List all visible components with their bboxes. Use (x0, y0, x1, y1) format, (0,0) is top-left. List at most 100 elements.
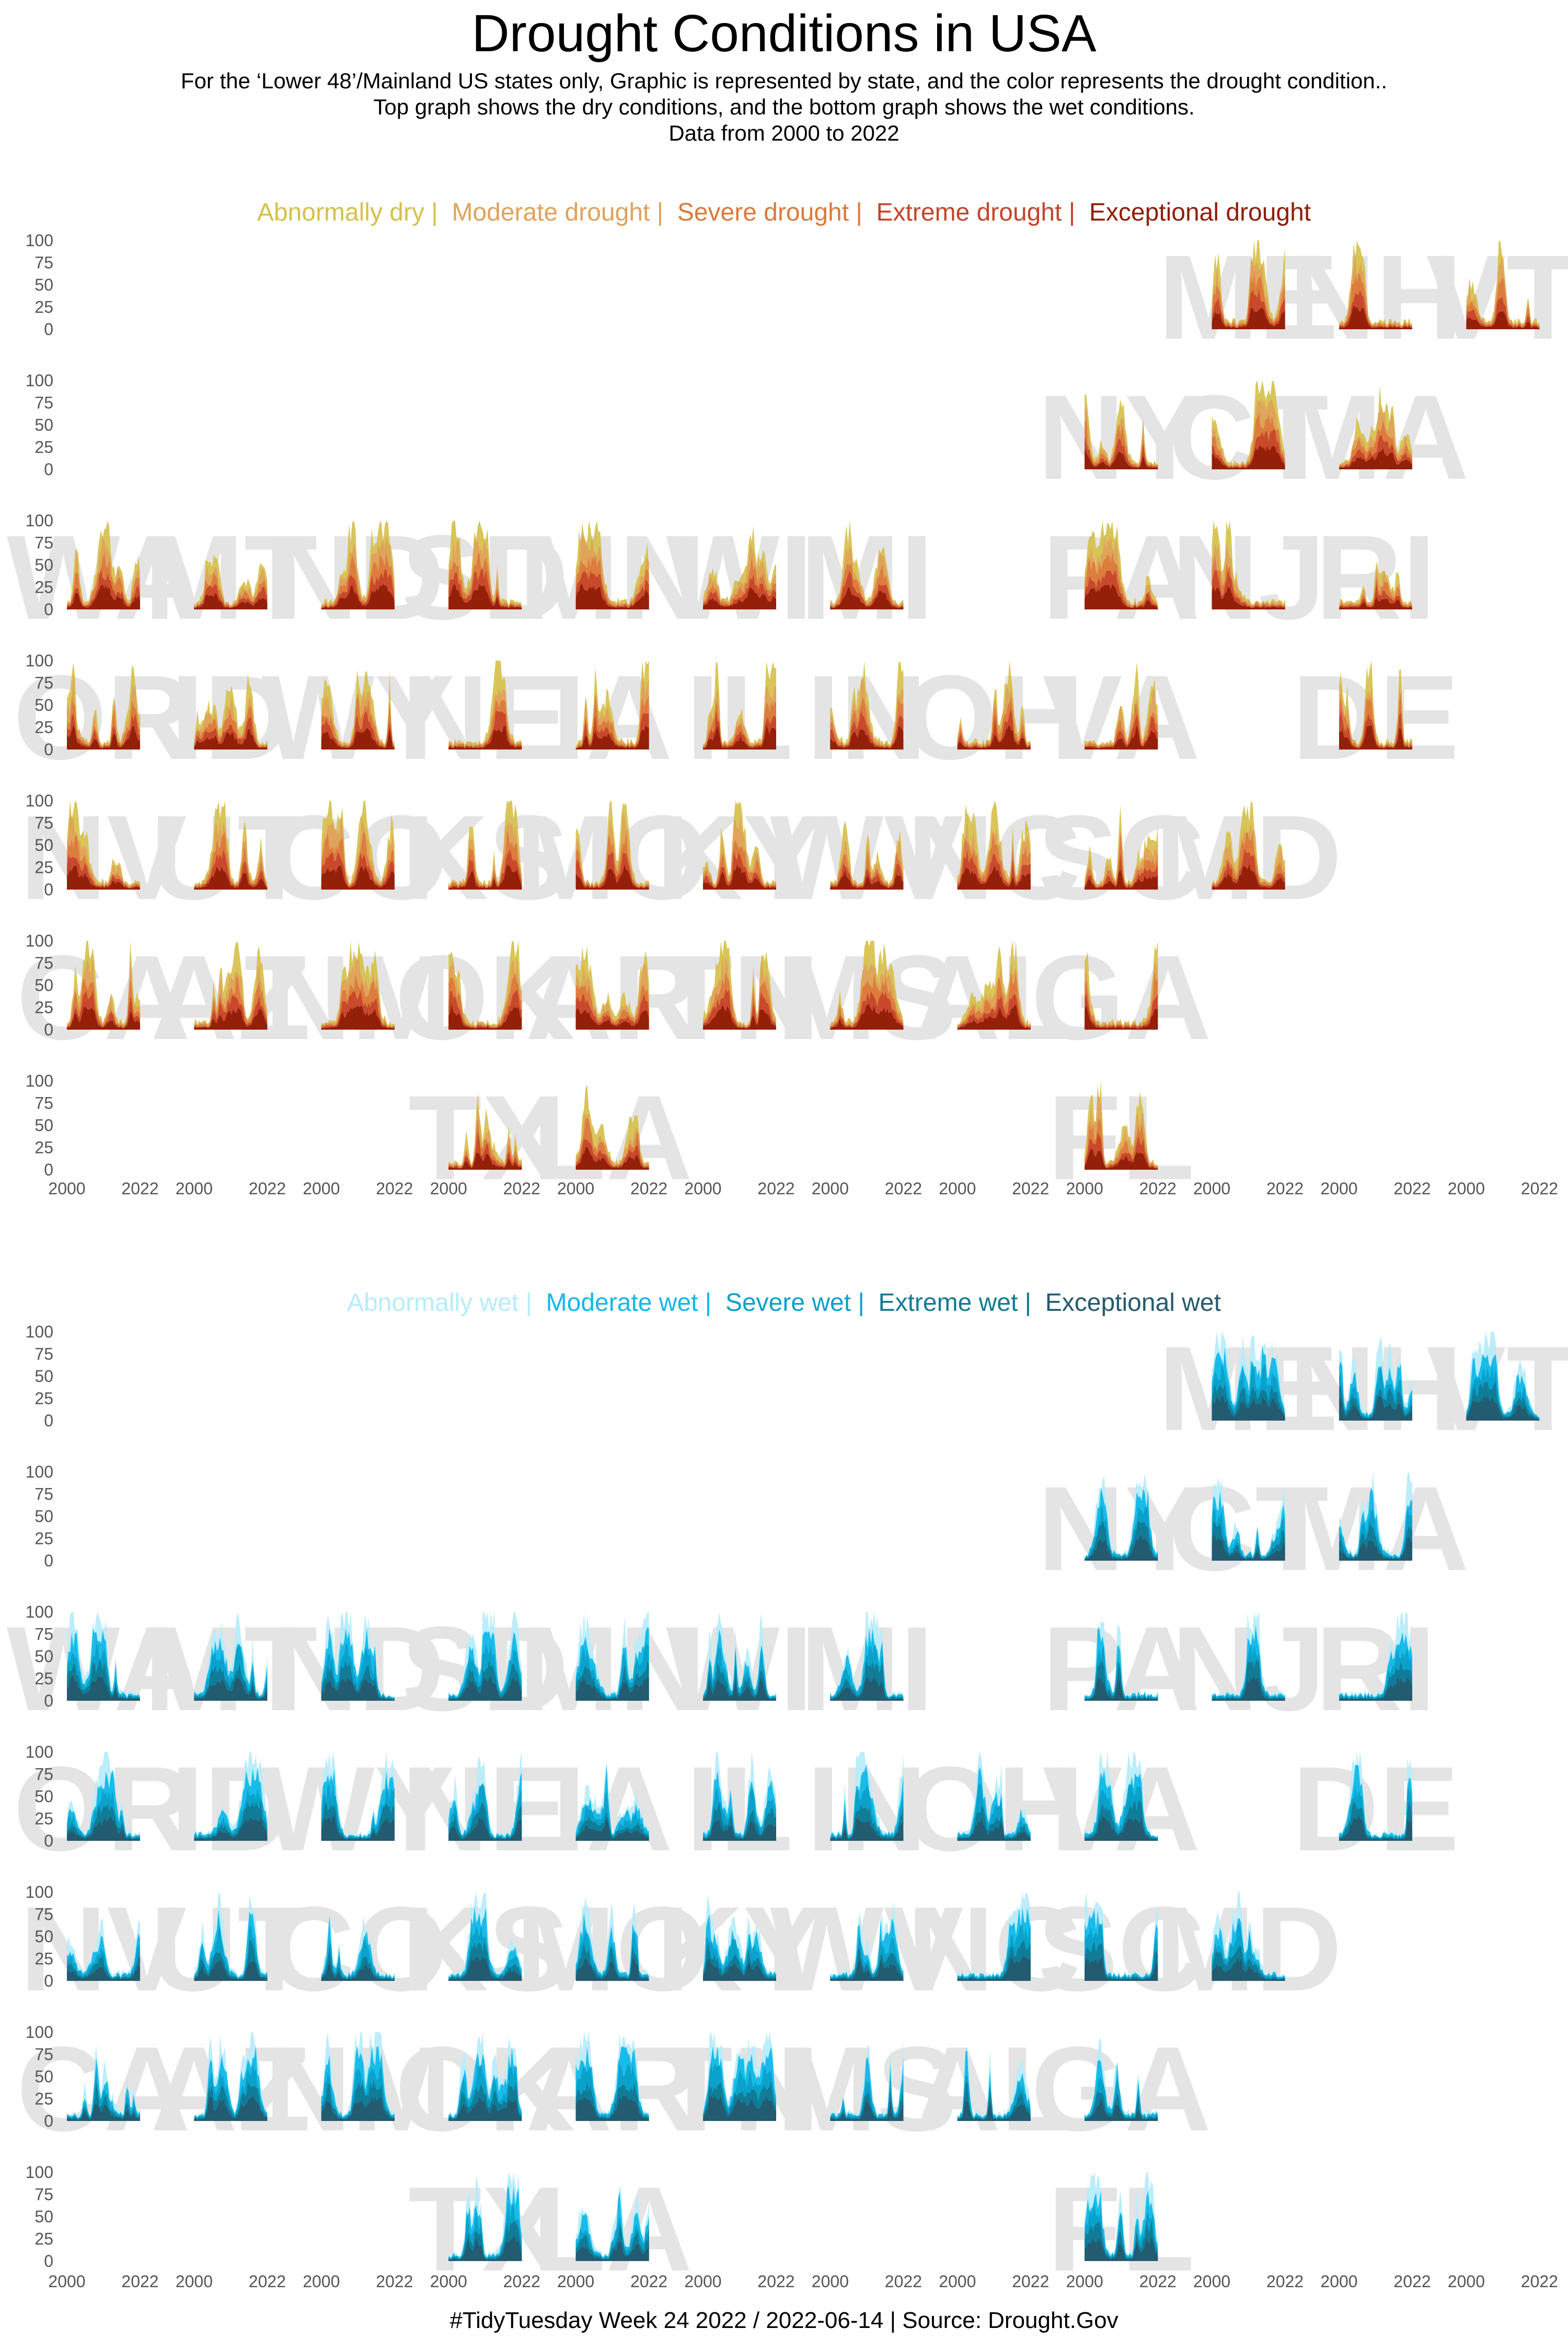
area-layer (448, 2096, 522, 2121)
x-tick-label: 2022 (376, 1179, 413, 1198)
area-layer (830, 2100, 904, 2121)
area-layer (703, 586, 776, 609)
area-layer (1466, 312, 1540, 329)
y-tick-label: 75 (34, 534, 53, 552)
area-layer (321, 584, 395, 609)
state-panel: ID (170, 1742, 291, 1876)
state-panel: MS (777, 2022, 957, 2156)
y-tick-label: 100 (26, 651, 53, 670)
state-watermark: MI (800, 510, 934, 644)
y-tick-label: 100 (26, 931, 53, 950)
state-watermark: MT (144, 1601, 317, 1736)
area-layer (1085, 2236, 1158, 2261)
state-panel: KY (656, 790, 823, 925)
x-tick-label: 2022 (376, 2272, 413, 2291)
state-watermark: GA (1031, 930, 1212, 1065)
area-layer (1085, 1005, 1158, 1030)
y-tick-label: 25 (34, 858, 53, 877)
x-tick-label: 2000 (1320, 2272, 1357, 2291)
y-tick-label: 0 (44, 1971, 53, 1990)
state-watermark: CO (268, 1882, 448, 2016)
chart-caption: #TidyTuesday Week 24 2022 / 2022-06-14 |… (449, 2308, 1119, 2333)
x-tick-label: 2000 (303, 1179, 340, 1198)
area-layer (957, 866, 1031, 890)
y-tick-label: 100 (26, 791, 53, 810)
area-layer (67, 724, 140, 750)
state-panel: ND (271, 1601, 445, 1736)
area-layer (957, 2101, 1031, 2121)
area-layer (957, 2051, 1031, 2121)
x-tick-label: 2022 (1521, 2272, 1558, 2291)
y-tick-label: 50 (34, 1507, 53, 1526)
area-layer (1339, 1537, 1412, 1561)
area-layer (1339, 583, 1412, 609)
area-layer (957, 2047, 1031, 2121)
area-layer (194, 867, 268, 890)
area-layer (321, 1752, 395, 1841)
area-layer (67, 584, 140, 609)
state-watermark: AZ (151, 2022, 311, 2156)
area-layer (448, 1004, 522, 1030)
state-panel: TN (660, 930, 820, 1065)
state-watermark: MN (519, 510, 706, 644)
area-layer (321, 1815, 395, 1841)
y-tick-label: 75 (34, 1485, 53, 1504)
x-tick-label: 2000 (1066, 2272, 1103, 2291)
state-panel: OR (14, 1742, 194, 1876)
x-tick-label: 2022 (885, 1179, 922, 1198)
y-tick-label: 75 (34, 253, 53, 272)
state-panel: MI (800, 1601, 934, 1736)
area-layer (448, 1132, 522, 1170)
y-tick-label: 25 (34, 1809, 53, 1828)
area-layer (321, 1963, 395, 1981)
state-watermark: SC (1037, 1882, 1205, 2016)
x-tick-label: 2022 (1521, 1179, 1558, 1198)
state-panel: OK (395, 2022, 575, 2156)
x-tick-label: 2022 (1393, 2272, 1431, 2291)
area-layer (194, 593, 268, 609)
state-watermark: CT (1168, 1461, 1329, 1596)
x-tick-label: 2000 (303, 2272, 340, 2291)
x-tick-label: 2000 (812, 1179, 849, 1198)
x-tick-label: 2022 (249, 1179, 286, 1198)
area-layer (1085, 832, 1158, 890)
y-tick-label: 50 (34, 1647, 53, 1666)
x-tick-label: 2000 (939, 1179, 976, 1198)
area-layer (1212, 1957, 1285, 1981)
y-tick-label: 0 (44, 2112, 53, 2130)
state-panel: NH (1289, 1321, 1462, 1456)
area-layer (957, 2082, 1031, 2121)
state-panel: UT (151, 790, 311, 925)
state-panel: NC (907, 1882, 1081, 2016)
state-panel: MT (144, 510, 317, 644)
area-layer (1085, 584, 1158, 609)
subtitle-line-2: Top graph shows the dry conditions, and … (373, 95, 1195, 119)
state-panel: IL (686, 650, 793, 785)
state-watermark: AR (525, 930, 699, 1065)
area-layer (1466, 1395, 1540, 1421)
area-layer (448, 973, 522, 1030)
y-tick-label: 0 (44, 2252, 53, 2270)
area-layer (957, 1818, 1031, 1841)
y-tick-label: 0 (44, 1831, 53, 1850)
x-tick-label: 2022 (1012, 2272, 1049, 2291)
state-panel: KY (656, 1882, 823, 2016)
state-panel: NJ (1172, 1601, 1325, 1736)
state-watermark: AR (525, 2022, 699, 2156)
state-panel: SD (401, 1601, 569, 1736)
legend-item: Exceptional drought (1089, 199, 1311, 226)
subtitle-line-3: Data from 2000 to 2022 (668, 121, 900, 145)
state-panel: NC (907, 790, 1081, 925)
y-tick-label: 25 (34, 438, 53, 457)
state-watermark: MN (519, 1601, 706, 1736)
state-watermark: KS (401, 790, 569, 925)
area-layer (321, 1677, 395, 1701)
state-panel: MT (144, 1601, 317, 1736)
state-panel: ME (1158, 1321, 1339, 1456)
state-watermark: CT (1168, 370, 1329, 504)
y-tick-label: 100 (26, 1071, 53, 1090)
state-panel: WI (666, 1601, 813, 1736)
area-layer (830, 870, 904, 890)
state-panel: NE (401, 650, 569, 785)
area-layer (703, 1818, 776, 1841)
